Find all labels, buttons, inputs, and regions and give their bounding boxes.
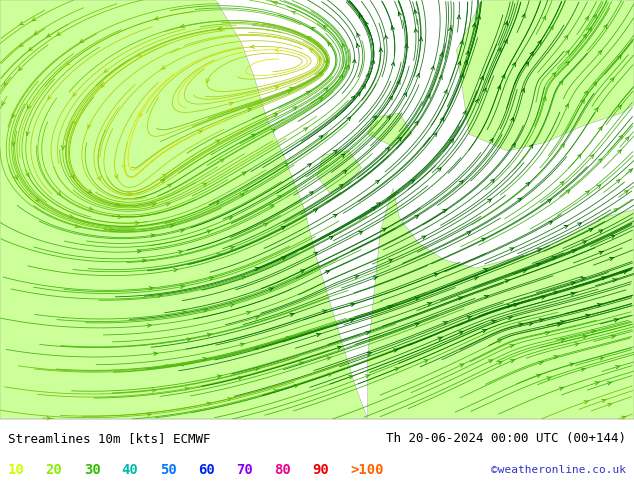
Text: Th 20-06-2024 00:00 UTC (00+144): Th 20-06-2024 00:00 UTC (00+144) — [386, 432, 626, 445]
Text: 90: 90 — [312, 463, 328, 477]
Text: >100: >100 — [350, 463, 384, 477]
Text: Streamlines 10m [kts] ECMWF: Streamlines 10m [kts] ECMWF — [8, 432, 210, 445]
Text: 30: 30 — [84, 463, 100, 477]
Text: 40: 40 — [122, 463, 138, 477]
Polygon shape — [0, 0, 368, 419]
Text: 20: 20 — [46, 463, 62, 477]
Text: 70: 70 — [236, 463, 252, 477]
Polygon shape — [368, 189, 634, 419]
Text: 50: 50 — [160, 463, 176, 477]
Polygon shape — [456, 0, 634, 151]
Text: 10: 10 — [8, 463, 24, 477]
Text: ©weatheronline.co.uk: ©weatheronline.co.uk — [491, 465, 626, 475]
Text: 60: 60 — [198, 463, 214, 477]
Polygon shape — [368, 113, 412, 147]
Text: 80: 80 — [274, 463, 290, 477]
Polygon shape — [317, 151, 361, 193]
